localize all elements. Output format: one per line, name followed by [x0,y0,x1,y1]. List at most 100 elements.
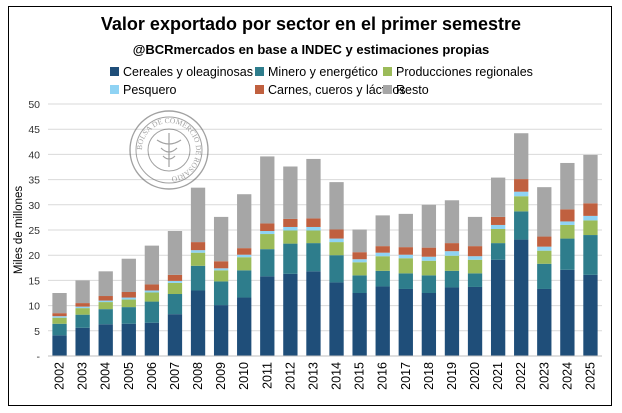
y-tick-label: 35 [28,175,40,187]
bar-segment [467,256,483,260]
bar-segment [167,314,183,356]
bar-segment [260,234,275,250]
x-tick-label: 2017 [399,362,413,390]
bar-segment [352,262,367,276]
bar-segment [98,309,113,325]
bar-segment [167,294,183,315]
bar-segment [144,301,160,323]
bar-segment [537,263,552,289]
bar-segment [421,275,437,293]
legend-label: Resto [396,83,429,97]
bar-segment [75,306,90,309]
chart-subtitle: @BCRmercados en base a INDEC y estimacio… [132,42,490,57]
bar-segment [306,271,321,356]
x-tick-label: 2023 [537,362,551,390]
bar-segment [237,248,252,255]
bar-segment [329,242,344,256]
bar-segment [421,204,437,248]
bar-segment [213,305,229,356]
bar-segment [283,226,298,231]
bar-segment [352,293,367,356]
y-tick-label: 40 [28,149,40,161]
bar-segment [421,293,437,356]
bar-segment [444,243,460,252]
bar-segment [260,249,275,277]
bar-segment [490,243,506,260]
bar-segment [490,224,506,229]
bar-segment [560,269,575,356]
x-tick-label: 2014 [330,362,344,390]
bar-segment [490,177,506,217]
bar-segment [121,323,136,356]
seal-ring [147,128,191,172]
bar-segment [167,274,183,281]
bar-segment [352,229,367,253]
bar-segment [398,254,413,259]
bar-segment [237,194,252,249]
bar-segment [75,280,90,304]
bar-segment [467,259,483,274]
bar-segment [283,243,298,274]
bar-segment [352,259,367,263]
x-tick-label: 2004 [99,362,113,390]
bar-segment [375,215,390,247]
bar-segment [213,281,229,306]
bar-segment [398,288,413,356]
bar-segment [52,317,67,324]
bar-segment [375,286,390,356]
bar-segment [213,268,229,271]
bar-segment [98,300,113,303]
bar-segment [52,293,67,314]
bar-segment [583,203,598,216]
bar-segment [444,255,460,271]
bar-segment [329,255,344,283]
seal-logo: BOLSA DE COMERCIO DE ROSARIO [129,110,209,190]
bar-segment [560,224,575,239]
bar-segment [237,257,252,271]
bar-segment [583,220,598,236]
bar-segment [121,291,136,298]
x-tick-label: 2021 [491,362,505,390]
bar-segment [144,290,160,293]
x-tick-label: 2005 [122,362,136,390]
bar-segment [352,275,367,293]
legend-swatch [110,85,119,94]
bar-segment [329,238,344,243]
bar-segment [190,265,206,291]
bar-segment [352,252,367,260]
seal-ring [135,116,203,184]
bar-segment [237,297,252,356]
bar-segment [121,297,136,300]
bar-segment [52,323,67,336]
bar-segment [514,211,529,240]
bar-segment [375,256,390,271]
bar-segment [283,166,298,219]
y-tick-label: 10 [28,301,40,313]
bar-segment [537,250,552,264]
x-tick-label: 2010 [237,362,251,390]
bar-segment [167,231,183,275]
bar-segment [467,216,483,247]
bar-segment [213,216,229,262]
x-tick-label: 2002 [53,362,67,390]
bar-segment [75,314,90,328]
bar-segment [260,276,275,356]
legend-label: Carnes, cueros y lácteos [268,83,406,97]
bar-segment [514,239,529,356]
bar-segment [306,218,321,227]
bar-segment [306,230,321,244]
bar-segment [144,284,160,291]
x-tick-label: 2016 [376,362,390,390]
bar-segment [514,133,529,180]
bar-segment [514,191,529,197]
bar-segment [213,270,229,282]
bar-segment [560,221,575,225]
seal-emblem [156,133,182,167]
bar-segment [444,270,460,288]
legend-label: Producciones regionales [396,65,533,79]
x-tick-label: 2019 [445,362,459,390]
bar-segment [583,154,598,204]
seal-ring [129,110,209,190]
bar-segment [514,179,529,192]
